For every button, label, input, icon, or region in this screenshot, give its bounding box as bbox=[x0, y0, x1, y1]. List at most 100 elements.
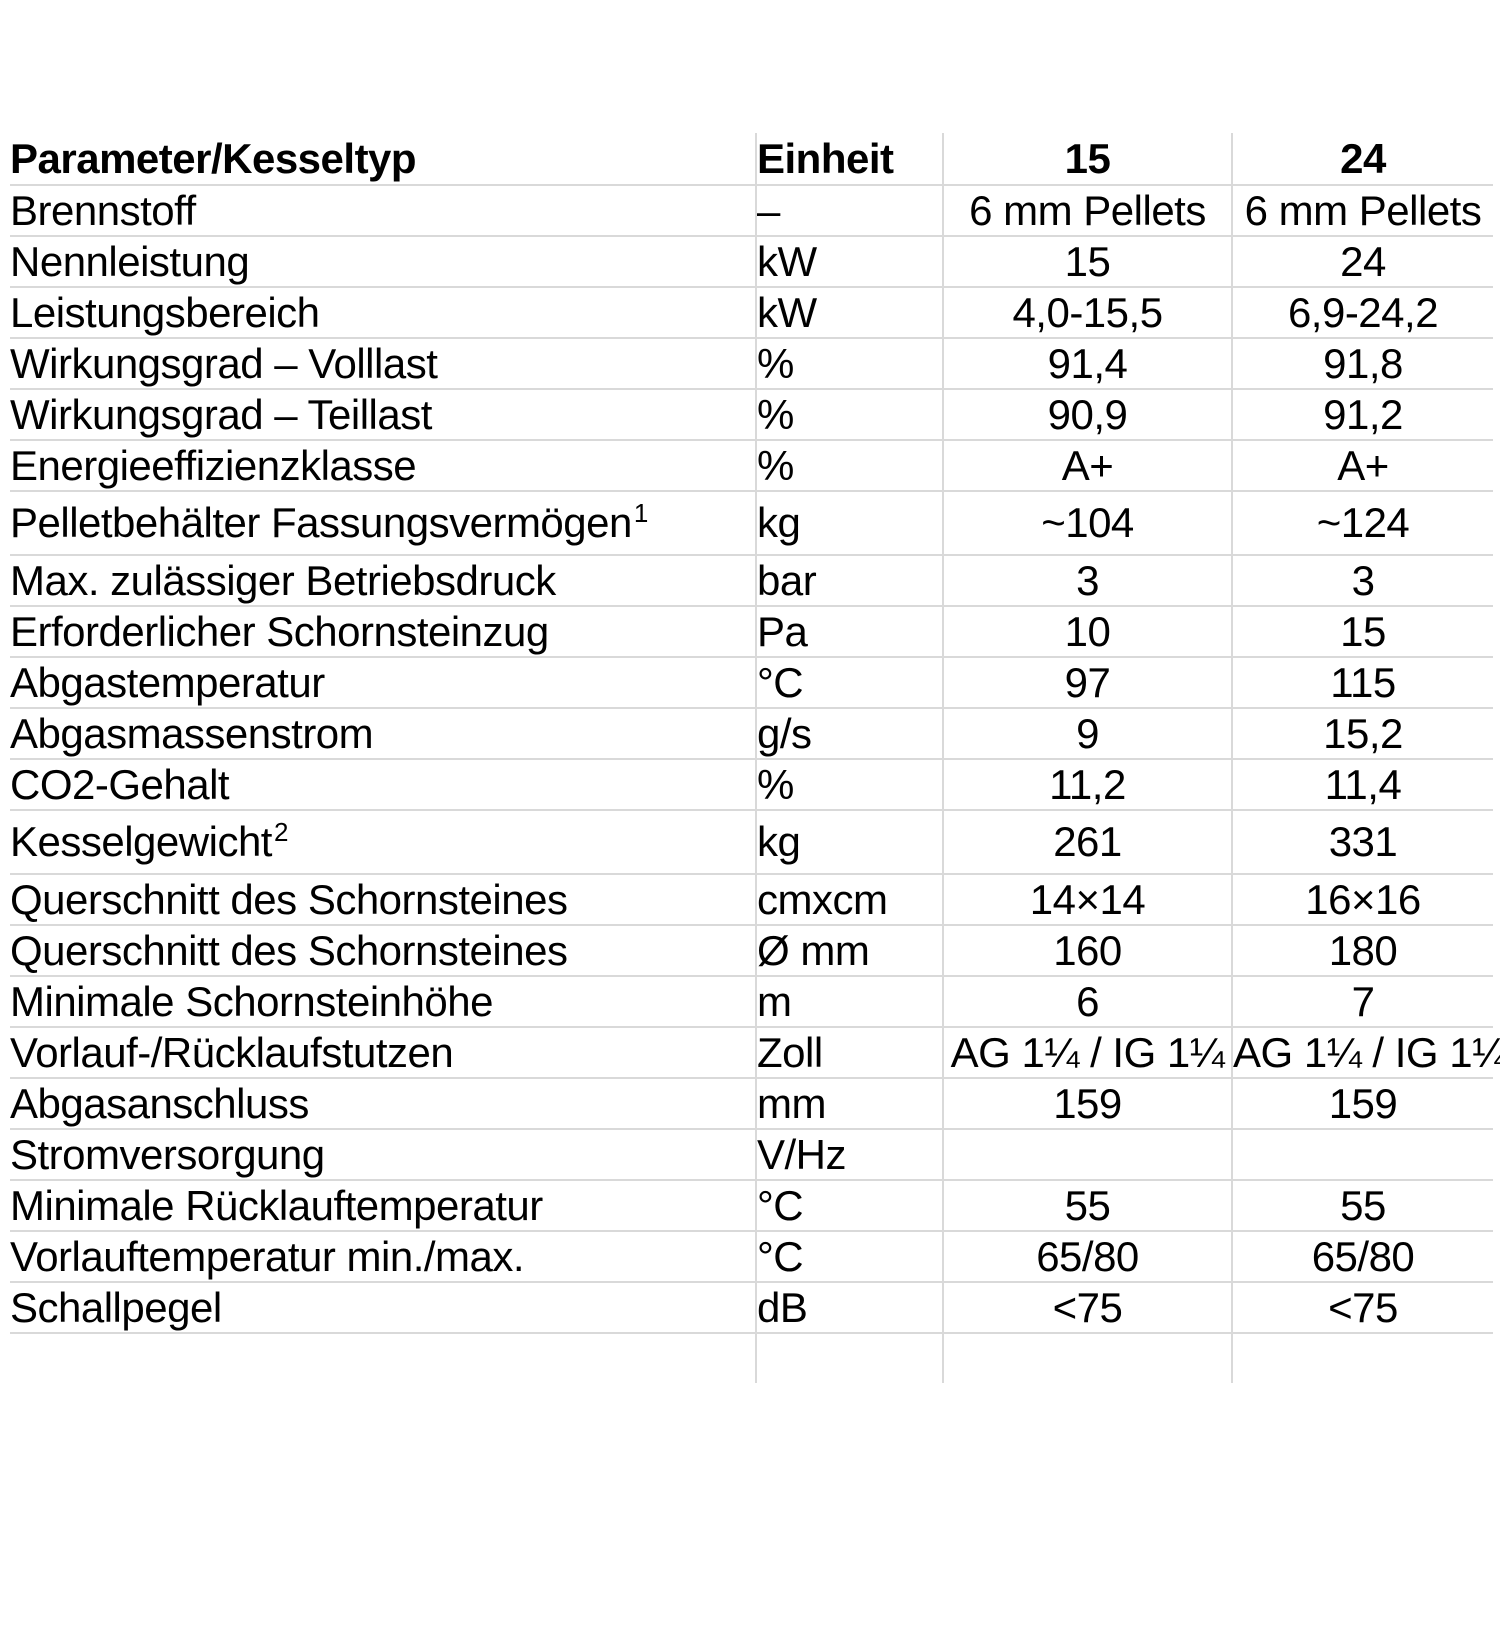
table-row: Querschnitt des Schornsteines cmxcm 14×1… bbox=[10, 874, 1493, 926]
row-label: Max. zulässiger Betriebsdruck bbox=[10, 556, 556, 604]
table-row: Wirkungsgrad – Volllast % 91,4 91,8 bbox=[10, 338, 1493, 390]
table-row: Energieeffizienzklasse % A+ A+ bbox=[10, 440, 1493, 492]
unit-cell: % bbox=[755, 389, 943, 441]
unit-cell: mm bbox=[755, 1078, 943, 1130]
col-header-model-24: 24 bbox=[1231, 133, 1493, 186]
value-15-cell bbox=[942, 1129, 1232, 1181]
unit-cell: Ø mm bbox=[755, 925, 943, 977]
row-label-superscript: 2 bbox=[273, 817, 289, 847]
empty-param-cell bbox=[10, 1333, 756, 1383]
row-label: Energieeffizienzklasse bbox=[10, 441, 417, 489]
value-15-cell: 91,4 bbox=[942, 338, 1232, 390]
table-row: Leistungsbereich kW 4,0-15,5 6,9-24,2 bbox=[10, 287, 1493, 339]
table-row: Schallpegel dB <75 <75 bbox=[10, 1282, 1493, 1334]
row-label: Vorlauf-/Rücklaufstutzen bbox=[10, 1028, 454, 1076]
value-24-cell: 6 mm Pellets bbox=[1231, 185, 1493, 237]
value-15-cell: AG 1¼ / IG 1¼ bbox=[942, 1027, 1232, 1079]
value-15-cell: 14×14 bbox=[942, 874, 1232, 926]
table-row: Minimale Rücklauftemperatur °C 55 55 bbox=[10, 1180, 1493, 1232]
param-cell: Kesselgewicht2 bbox=[10, 810, 756, 875]
table-row: CO2-Gehalt % 11,2 11,4 bbox=[10, 759, 1493, 811]
table-row: Max. zulässiger Betriebsdruck bar 3 3 bbox=[10, 555, 1493, 607]
value-24-cell: 15,2 bbox=[1231, 708, 1493, 760]
col-header-model-15: 15 bbox=[942, 133, 1232, 186]
param-cell: Erforderlicher Schornsteinzug bbox=[10, 606, 756, 658]
value-15-cell: 160 bbox=[942, 925, 1232, 977]
row-label: Erforderlicher Schornsteinzug bbox=[10, 607, 549, 655]
table-row: Abgasanschluss mm 159 159 bbox=[10, 1078, 1493, 1130]
value-24-cell: 65/80 bbox=[1231, 1231, 1493, 1283]
value-24-cell: 7 bbox=[1231, 976, 1493, 1028]
value-15-cell: 15 bbox=[942, 236, 1232, 288]
value-24-cell: A+ bbox=[1231, 440, 1493, 492]
table-row: Querschnitt des Schornsteines Ø mm 160 1… bbox=[10, 925, 1493, 977]
value-24-cell: 15 bbox=[1231, 606, 1493, 658]
value-24-cell: AG 1¼ / IG 1¼ bbox=[1231, 1027, 1500, 1079]
param-cell: Wirkungsgrad – Volllast bbox=[10, 338, 756, 390]
unit-cell: kW bbox=[755, 236, 943, 288]
row-label: Wirkungsgrad – Teillast bbox=[10, 390, 432, 438]
row-label: Minimale Rücklauftemperatur bbox=[10, 1181, 543, 1229]
header-row: Parameter/Kesseltyp Einheit 15 24 bbox=[10, 133, 1493, 186]
param-cell: Wirkungsgrad – Teillast bbox=[10, 389, 756, 441]
unit-cell: – bbox=[755, 185, 943, 237]
row-label: Stromversorgung bbox=[10, 1130, 325, 1178]
unit-cell: % bbox=[755, 440, 943, 492]
unit-cell: cmxcm bbox=[755, 874, 943, 926]
value-15-cell: 65/80 bbox=[942, 1231, 1232, 1283]
row-label: Wirkungsgrad – Volllast bbox=[10, 339, 438, 387]
table-row: Nennleistung kW 15 24 bbox=[10, 236, 1493, 288]
param-cell: Energieeffizienzklasse bbox=[10, 440, 756, 492]
value-24-cell: 11,4 bbox=[1231, 759, 1493, 811]
value-15-cell: A+ bbox=[942, 440, 1232, 492]
value-24-cell: 55 bbox=[1231, 1180, 1493, 1232]
value-24-cell: 180 bbox=[1231, 925, 1493, 977]
value-15-cell: 10 bbox=[942, 606, 1232, 658]
table-row: Kesselgewicht2 kg 261 331 bbox=[10, 810, 1493, 875]
table-row: Brennstoff – 6 mm Pellets 6 mm Pellets bbox=[10, 185, 1493, 237]
unit-cell: % bbox=[755, 759, 943, 811]
param-cell: Brennstoff bbox=[10, 185, 756, 237]
row-label: Pelletbehälter Fassungsvermögen bbox=[10, 499, 632, 546]
param-cell: Abgasmassenstrom bbox=[10, 708, 756, 760]
unit-cell: °C bbox=[755, 1231, 943, 1283]
table-row: Pelletbehälter Fassungsvermögen1 kg ~104… bbox=[10, 491, 1493, 556]
unit-cell: m bbox=[755, 976, 943, 1028]
row-label-superscript: 1 bbox=[633, 498, 649, 528]
param-cell: Stromversorgung bbox=[10, 1129, 756, 1181]
row-label: Minimale Schornsteinhöhe bbox=[10, 977, 493, 1025]
param-cell: Vorlauf-/Rücklaufstutzen bbox=[10, 1027, 756, 1079]
table-row: Wirkungsgrad – Teillast % 90,9 91,2 bbox=[10, 389, 1493, 441]
value-15-cell: 55 bbox=[942, 1180, 1232, 1232]
unit-cell: Zoll bbox=[755, 1027, 943, 1079]
empty-row bbox=[10, 1333, 1493, 1383]
param-cell: Vorlauftemperatur min./max. bbox=[10, 1231, 756, 1283]
value-15-cell: 9 bbox=[942, 708, 1232, 760]
table-row: Vorlauf-/Rücklaufstutzen Zoll AG 1¼ / IG… bbox=[10, 1027, 1500, 1079]
unit-cell: °C bbox=[755, 1180, 943, 1232]
col-header-parameter-kesseltyp: Parameter/Kesseltyp bbox=[10, 133, 756, 186]
param-cell: Pelletbehälter Fassungsvermögen1 bbox=[10, 491, 756, 556]
col-header-einheit: Einheit bbox=[755, 133, 943, 186]
param-cell: Querschnitt des Schornsteines bbox=[10, 925, 756, 977]
value-15-cell: 6 bbox=[942, 976, 1232, 1028]
unit-cell: °C bbox=[755, 657, 943, 709]
row-label: Querschnitt des Schornsteines bbox=[10, 875, 568, 923]
value-15-cell: 90,9 bbox=[942, 389, 1232, 441]
empty-value-24-cell bbox=[1231, 1333, 1493, 1383]
unit-cell: kg bbox=[755, 810, 943, 875]
unit-cell: % bbox=[755, 338, 943, 390]
param-cell: Nennleistung bbox=[10, 236, 756, 288]
value-24-cell: 16×16 bbox=[1231, 874, 1493, 926]
row-label: Brennstoff bbox=[10, 186, 196, 234]
param-cell: Querschnitt des Schornsteines bbox=[10, 874, 756, 926]
value-15-cell: 3 bbox=[942, 555, 1232, 607]
row-label: Vorlauftemperatur min./max. bbox=[10, 1232, 525, 1280]
row-label: Leistungsbereich bbox=[10, 288, 320, 336]
value-15-cell: 261 bbox=[942, 810, 1232, 875]
unit-cell: kW bbox=[755, 287, 943, 339]
param-cell: Abgasanschluss bbox=[10, 1078, 756, 1130]
unit-cell: V/Hz bbox=[755, 1129, 943, 1181]
table-row: Vorlauftemperatur min./max. °C 65/80 65/… bbox=[10, 1231, 1493, 1283]
param-cell: CO2-Gehalt bbox=[10, 759, 756, 811]
